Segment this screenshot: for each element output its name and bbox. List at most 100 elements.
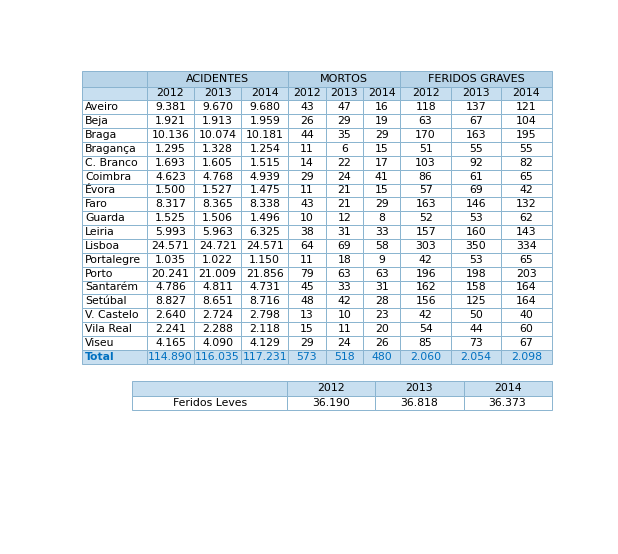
Bar	[363, 336, 400, 350]
Bar	[363, 183, 400, 197]
Text: 20: 20	[375, 324, 389, 334]
Bar	[241, 350, 288, 363]
Bar	[241, 294, 288, 308]
Bar	[501, 86, 551, 100]
Text: 44: 44	[300, 130, 314, 140]
Text: 146: 146	[466, 199, 486, 209]
Bar	[451, 183, 501, 197]
Text: 63: 63	[375, 269, 389, 279]
Bar	[82, 211, 147, 225]
Text: 62: 62	[520, 213, 533, 223]
Text: 65: 65	[520, 255, 533, 265]
Text: 82: 82	[520, 158, 533, 168]
Text: 2013: 2013	[204, 89, 231, 99]
Bar	[241, 114, 288, 128]
Text: 40: 40	[519, 310, 533, 320]
Bar	[501, 336, 551, 350]
Bar	[82, 280, 147, 294]
Text: Leiria: Leiria	[85, 227, 115, 237]
Text: Faro: Faro	[85, 199, 108, 209]
Text: 79: 79	[300, 269, 314, 279]
Text: 29: 29	[375, 199, 389, 209]
Bar	[326, 211, 363, 225]
Text: 21.009: 21.009	[198, 269, 237, 279]
Text: 2.098: 2.098	[511, 352, 542, 362]
Text: 170: 170	[415, 130, 436, 140]
Bar	[147, 86, 194, 100]
Bar	[194, 239, 241, 253]
Bar	[376, 381, 464, 396]
Bar	[194, 336, 241, 350]
Text: 12: 12	[337, 213, 351, 223]
Bar	[288, 170, 326, 183]
Bar	[363, 156, 400, 170]
Text: 4.811: 4.811	[202, 283, 233, 293]
Bar	[147, 128, 194, 142]
Text: 69: 69	[469, 186, 483, 196]
Text: 63: 63	[419, 116, 433, 126]
Text: 6: 6	[341, 144, 348, 154]
Bar	[400, 336, 451, 350]
Bar	[326, 142, 363, 156]
Bar	[363, 211, 400, 225]
Bar	[501, 142, 551, 156]
Bar	[82, 253, 147, 266]
Bar	[363, 225, 400, 239]
Text: 2.060: 2.060	[410, 352, 441, 362]
Text: 2013: 2013	[462, 89, 490, 99]
Bar	[82, 170, 147, 183]
Text: 16: 16	[375, 102, 389, 112]
Bar	[326, 114, 363, 128]
Bar	[287, 396, 376, 410]
Text: 10: 10	[300, 213, 314, 223]
Bar	[194, 280, 241, 294]
Bar	[241, 142, 288, 156]
Text: 29: 29	[375, 130, 389, 140]
Text: 104: 104	[516, 116, 537, 126]
Bar	[451, 197, 501, 211]
Bar	[194, 211, 241, 225]
Bar	[288, 266, 326, 280]
Bar	[194, 128, 241, 142]
Text: 203: 203	[516, 269, 537, 279]
Text: 1.254: 1.254	[249, 144, 280, 154]
Text: Guarda: Guarda	[85, 213, 125, 223]
Text: 42: 42	[520, 186, 533, 196]
Bar	[400, 266, 451, 280]
Bar	[194, 308, 241, 322]
Bar	[147, 336, 194, 350]
Bar	[451, 294, 501, 308]
Bar	[82, 114, 147, 128]
Text: 10.181: 10.181	[246, 130, 284, 140]
Text: 9.381: 9.381	[155, 102, 186, 112]
Text: 163: 163	[466, 130, 486, 140]
Bar	[501, 128, 551, 142]
Bar	[400, 142, 451, 156]
Bar	[363, 114, 400, 128]
Text: 1.921: 1.921	[155, 116, 186, 126]
Text: Lisboa: Lisboa	[85, 241, 120, 251]
Bar	[241, 156, 288, 170]
Text: 4.165: 4.165	[155, 338, 186, 348]
Text: 303: 303	[415, 241, 436, 251]
Text: 2.640: 2.640	[155, 310, 186, 320]
Text: 1.496: 1.496	[249, 213, 280, 223]
Text: 2012: 2012	[318, 383, 345, 393]
Bar	[400, 280, 451, 294]
Text: 24: 24	[337, 338, 351, 348]
Bar	[451, 308, 501, 322]
Text: 63: 63	[337, 269, 351, 279]
Text: V. Castelo: V. Castelo	[85, 310, 138, 320]
Text: 36.818: 36.818	[400, 398, 438, 408]
Bar	[288, 336, 326, 350]
Text: 2014: 2014	[251, 89, 279, 99]
Bar	[464, 381, 551, 396]
Text: 2.288: 2.288	[202, 324, 233, 334]
Text: 1.475: 1.475	[249, 186, 280, 196]
Bar	[451, 86, 501, 100]
Bar	[194, 294, 241, 308]
Text: 36.190: 36.190	[313, 398, 350, 408]
Bar	[288, 308, 326, 322]
Bar	[400, 86, 451, 100]
Text: 2.724: 2.724	[202, 310, 233, 320]
